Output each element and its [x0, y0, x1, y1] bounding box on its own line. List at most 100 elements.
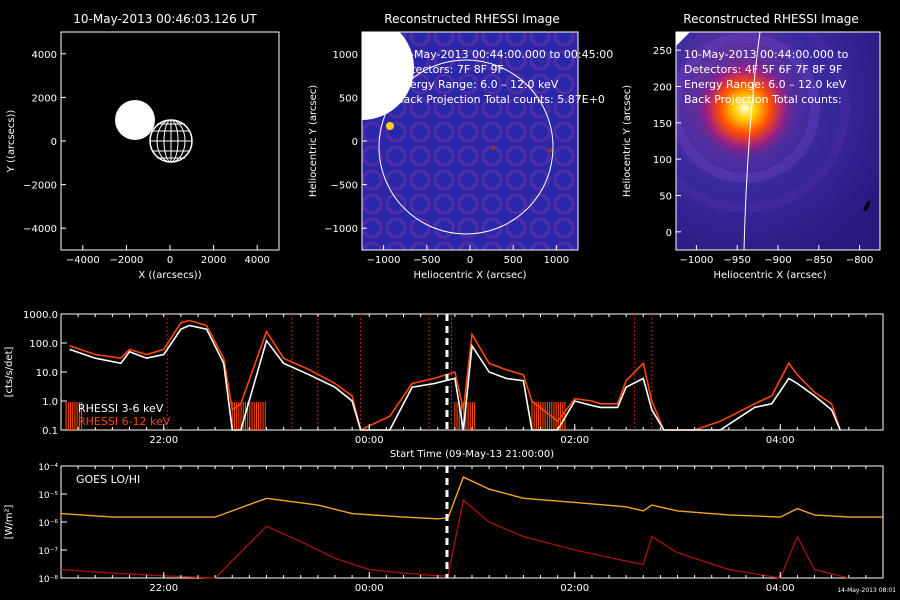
overview-x-tick: 0 [167, 255, 173, 266]
rhessi2-x-tick: −800 [846, 255, 873, 266]
goes-x-tick: 04:00 [766, 583, 795, 594]
rhessi1-detectors: Detectors: 7F 8F 9F [396, 63, 504, 76]
goes-y-tick: 10⁻⁵ [38, 491, 58, 501]
rhessi1-y-ticks: 1000 500 0 −500 −1000 [324, 50, 367, 235]
rhessi-lc-y-ticks: 1000.0 100.0 10.0 1.0 0.1 [23, 310, 67, 437]
overview-y-tick: 4000 [32, 50, 57, 61]
goes-x-ticks: 22:00 00:00 02:00 04:00 [60, 466, 884, 594]
rhessi2-y-tick: 50 [659, 192, 672, 203]
rhessi1-counts: Back Projection Total counts: 5.87E+0 [396, 93, 605, 106]
rhessi-lc-series [69, 319, 841, 432]
series-goes-hi [60, 498, 849, 579]
rhessi1-x-tick: 500 [504, 255, 523, 266]
overview-x-ticks: −4000 −2000 0 2000 4000 [66, 245, 270, 266]
goes-x-tick: 02:00 [560, 583, 589, 594]
overview-panel: 10-May-2013 00:46:03.126 UT −4000 −2000 0 2… [6, 12, 280, 281]
overview-y-tick: 2000 [32, 93, 57, 104]
rhessi2-x-tick: −1000 [679, 255, 713, 266]
goes-y-tick: 10⁻⁸ [38, 575, 58, 585]
rhessi-lc-y-label: [cts/s/det] [4, 347, 15, 398]
goes-y-tick: 10⁻⁷ [38, 547, 58, 557]
sun-occulter [115, 100, 155, 140]
overview-title: 10-May-2013 00:46:03.126 UT [73, 12, 257, 26]
series-6-12kev [69, 319, 841, 432]
rhessi1-x-ticks: −1000 −500 0 500 1000 [367, 245, 569, 266]
overview-y-label: Y ((arcsecs)) [6, 110, 17, 174]
rhessi1-y-tick: 1000 [333, 50, 358, 61]
rhessi2-y-tick: 0 [666, 228, 672, 239]
goes-frame [60, 465, 884, 579]
rhessi-lc-y-tick: 100.0 [29, 339, 58, 350]
rhessi1-y-tick: −500 [331, 181, 358, 192]
rhessi2-y-tick: 150 [653, 119, 672, 130]
rhessi2-y-label: Heliocentric Y (arcsec) [622, 85, 633, 197]
rhessi1-y-tick: −1000 [324, 224, 358, 235]
rhessi2-y-tick: 250 [653, 46, 672, 57]
rhessi2-x-tick: −850 [805, 255, 832, 266]
rhessi2-x-tick: −900 [764, 255, 791, 266]
goes-series [60, 476, 883, 579]
rhessi1-x-tick: 1000 [544, 255, 569, 266]
goes-title: GOES LO/HI [76, 473, 140, 486]
rhessi-lc-y-tick: 0.1 [42, 426, 58, 437]
overview-y-tick: 0 [51, 137, 57, 148]
overview-x-tick: 2000 [201, 255, 226, 266]
rhessi2-detectors: Detectors: 4F 5F 6F 7F 8F 9F [684, 63, 842, 76]
rhessi1-x-tick: −1000 [367, 255, 401, 266]
rhessi-lc-x-tick: 04:00 [766, 435, 795, 446]
rhessi1-x-label: Heliocentric X (arcsec) [413, 270, 526, 281]
sun-grid-globe [149, 119, 193, 163]
rhessi-lc-x-tick: 02:00 [560, 435, 589, 446]
footer-stamp: 14-May-2013 08:01 [837, 587, 896, 594]
goes-y-tick: 10⁻⁶ [38, 519, 58, 529]
rhessi1-occulter [362, 32, 414, 120]
goes-y-tick: 10⁻⁴ [38, 463, 58, 473]
rhessi-lc-y-tick: 1.0 [42, 397, 58, 408]
rhessi1-y-tick: 500 [339, 93, 358, 104]
series-goes-lo [60, 476, 883, 520]
rhessi-image-panel-1: Reconstructed RHESSI Image 10-May-2013 0… [308, 12, 613, 281]
series-3-6kev [69, 324, 841, 431]
rhessi-lightcurve-panel: 1000.0 100.0 10.0 1.0 0.1 22:00 00:00 02:00 04:… [4, 310, 884, 460]
rhessi-lc-y-tick: 10.0 [36, 368, 58, 379]
rhessi1-x-tick: 0 [467, 255, 473, 266]
rhessi2-y-tick: 200 [653, 83, 672, 94]
rhessi1-y-tick: 0 [352, 137, 358, 148]
rhessi2-x-tick: −950 [723, 255, 750, 266]
overview-x-label: X ((arcsecs)) [138, 270, 201, 281]
rhessi2-counts: Back Projection Total counts: [684, 93, 842, 106]
rhessi2-x-ticks: −1000 −950 −900 −850 −800 [679, 245, 873, 266]
legend-6-12kev: RHESSI 6-12 keV [78, 415, 171, 428]
rhessi1-source [386, 122, 394, 130]
goes-x-tick: 22:00 [149, 583, 178, 594]
goes-x-tick: 00:00 [355, 583, 384, 594]
rhessi2-y-ticks: 250 200 150 100 50 0 [653, 46, 681, 239]
rhessi2-time-range: 10-May-2013 00:44:00.000 to [684, 48, 849, 61]
rhessi2-title: Reconstructed RHESSI Image [683, 12, 858, 26]
overview-y-ticks: 4000 2000 0 −2000 −4000 [23, 50, 66, 235]
rhessi2-source [690, 53, 800, 163]
rhessi-lc-flare-markers [166, 314, 653, 430]
goes-y-ticks: 10⁻⁴ 10⁻⁵ 10⁻⁶ 10⁻⁷ 10⁻⁸ [38, 463, 67, 585]
rhessi-lc-x-tick: 22:00 [149, 435, 178, 446]
rhessi-lc-x-tick: 00:00 [355, 435, 384, 446]
overview-x-tick: −2000 [109, 255, 143, 266]
rhessi1-time-range: 10-May-2013 00:44:00.000 to 00:45:00 [396, 48, 613, 61]
rhessi-lc-x-label: Start Time (09-May-13 21:00:00) [390, 449, 554, 460]
rhessi-image-panel-2: Reconstructed RHESSI Image 10-May-2013 0… [622, 12, 881, 281]
overview-x-tick: −4000 [66, 255, 100, 266]
rhessi1-limb-circle [378, 59, 554, 235]
overview-y-tick: −2000 [23, 181, 57, 192]
rhessi2-x-label: Heliocentric X (arcsec) [713, 270, 826, 281]
overview-y-tick: −4000 [23, 224, 57, 235]
overview-x-tick: 4000 [244, 255, 269, 266]
rhessi2-limb-arc [743, 32, 761, 250]
legend-3-6kev: RHESSI 3-6 keV [78, 402, 164, 415]
rhessi2-y-tick: 100 [653, 155, 672, 166]
rhessi1-x-tick: −500 [413, 255, 440, 266]
rhessi-lc-x-ticks: 22:00 00:00 02:00 04:00 [60, 314, 884, 446]
rhessi1-title: Reconstructed RHESSI Image [384, 12, 559, 26]
goes-y-label: [W/m²] [4, 504, 15, 539]
rhessi2-energy: Energy Range: 6.0 – 12.0 keV [684, 78, 847, 91]
